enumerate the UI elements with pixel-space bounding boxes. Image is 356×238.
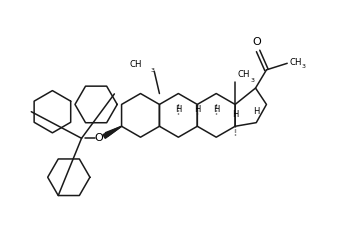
Text: CH: CH [238, 70, 250, 79]
Text: 3: 3 [250, 78, 254, 83]
Text: H: H [232, 110, 238, 119]
Text: 3: 3 [150, 68, 155, 73]
Text: H: H [194, 105, 200, 114]
Text: H: H [175, 105, 182, 114]
Text: O: O [252, 37, 261, 47]
Text: H: H [253, 107, 260, 116]
Text: 3: 3 [302, 64, 306, 69]
Text: CH: CH [130, 60, 142, 69]
Text: CH: CH [289, 58, 302, 67]
Polygon shape [103, 126, 122, 138]
Polygon shape [105, 126, 122, 137]
Text: O: O [95, 133, 103, 143]
Text: H: H [213, 105, 219, 114]
